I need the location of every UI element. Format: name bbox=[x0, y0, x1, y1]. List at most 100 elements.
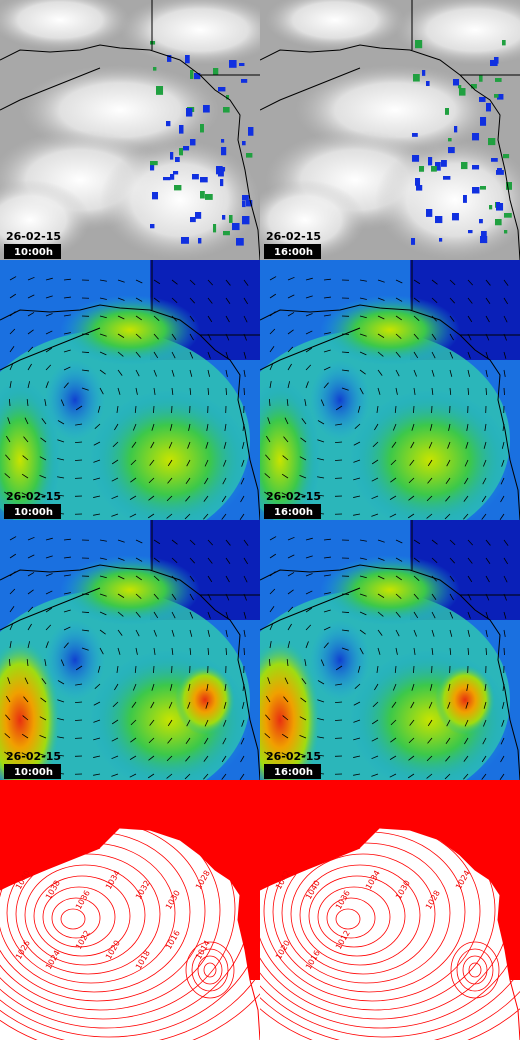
date-label: 26-02-15 bbox=[266, 750, 321, 763]
precip bbox=[213, 224, 217, 233]
wind-arrow bbox=[501, 701, 505, 709]
precip bbox=[190, 217, 196, 223]
wind-arrow bbox=[305, 537, 313, 541]
wind-arrow bbox=[467, 611, 471, 619]
wind-arrow bbox=[353, 701, 361, 706]
precip bbox=[431, 166, 437, 172]
wind-arrow bbox=[117, 315, 125, 320]
wind-arrow bbox=[371, 737, 379, 742]
wind-arrow bbox=[5, 435, 11, 443]
wind-arrow bbox=[166, 513, 173, 519]
wind-field bbox=[90, 390, 250, 520]
wind-arrow bbox=[413, 665, 415, 674]
wind-arrow bbox=[447, 701, 451, 709]
wind-arrow bbox=[114, 683, 119, 691]
wind-arrow bbox=[171, 297, 178, 304]
wind-arrow bbox=[287, 363, 292, 371]
wind-arrow bbox=[153, 333, 159, 340]
wind-arrow bbox=[207, 557, 213, 564]
wind-arrow bbox=[45, 381, 49, 389]
wind-arrow bbox=[27, 554, 35, 559]
wind-arrow bbox=[269, 536, 277, 541]
wind-arrow bbox=[111, 719, 119, 725]
wind-arrow bbox=[305, 590, 313, 595]
wind-arrow bbox=[171, 333, 177, 340]
wind-arrow bbox=[353, 477, 361, 481]
wind-arrow bbox=[464, 737, 469, 745]
precip bbox=[426, 81, 430, 87]
wind-arrow bbox=[305, 573, 313, 577]
wind-arrow bbox=[448, 683, 451, 691]
wind-arrow bbox=[4, 491, 11, 497]
precip bbox=[229, 60, 237, 68]
precip bbox=[448, 138, 452, 142]
wind-arrow bbox=[153, 557, 160, 563]
wind-arrow bbox=[281, 473, 289, 479]
isobar bbox=[468, 962, 482, 978]
wind-arrow bbox=[39, 716, 47, 721]
wind-arrow bbox=[299, 456, 307, 461]
wind-arrow bbox=[169, 683, 173, 691]
wind-arrow bbox=[135, 611, 141, 618]
wind-arrow bbox=[153, 297, 160, 303]
wind-arrow bbox=[94, 423, 101, 430]
wind-arrow bbox=[394, 405, 397, 414]
wind-arrow bbox=[45, 313, 53, 317]
wind-arrow bbox=[99, 351, 107, 356]
wind-arrow bbox=[167, 719, 173, 727]
wind-arrow bbox=[112, 701, 119, 708]
wind-arrow bbox=[27, 329, 34, 335]
wind-arrow bbox=[269, 606, 275, 613]
wind-arrow bbox=[221, 755, 227, 763]
wind-arrow bbox=[377, 315, 385, 320]
wind-arrow bbox=[117, 333, 125, 338]
wind-arrow bbox=[269, 623, 274, 631]
wind-arrow bbox=[334, 441, 343, 444]
precip bbox=[183, 146, 190, 151]
wind-arrow bbox=[305, 313, 313, 317]
wind-arrow bbox=[287, 572, 295, 577]
wind-arrow bbox=[243, 369, 246, 377]
isobar bbox=[260, 780, 520, 1038]
wind-arrow bbox=[467, 647, 470, 656]
wind-arrow bbox=[481, 773, 487, 780]
wind-arrow bbox=[243, 387, 245, 396]
wind-arrow bbox=[99, 593, 107, 597]
wind-arrow bbox=[483, 441, 487, 449]
wind-arrow bbox=[376, 405, 379, 413]
wind-arrow bbox=[187, 441, 191, 449]
wind-arrow bbox=[171, 279, 178, 285]
wind-arrow bbox=[359, 629, 366, 635]
wind-arrow bbox=[75, 423, 83, 426]
wind-arrow bbox=[431, 611, 436, 619]
wind-arrow bbox=[187, 701, 191, 709]
wind-arrow bbox=[503, 315, 508, 323]
wind-arrow bbox=[205, 441, 209, 449]
wind-arrow bbox=[374, 683, 379, 691]
isobar bbox=[33, 875, 131, 957]
wind-arrow bbox=[167, 477, 173, 484]
wind-arrow bbox=[21, 473, 29, 479]
wind-arrow bbox=[153, 665, 155, 674]
wind-arrow bbox=[413, 557, 420, 563]
wind-arrow bbox=[135, 593, 142, 599]
wind-arrow bbox=[129, 495, 137, 500]
wind-arrow bbox=[428, 701, 433, 709]
wind-arrow bbox=[431, 629, 435, 637]
wind-arrow bbox=[240, 495, 245, 503]
time-label: 10:00h bbox=[14, 767, 53, 778]
wind-arrow bbox=[446, 459, 451, 467]
wind-arrow bbox=[484, 683, 487, 691]
wind-arrow bbox=[377, 351, 384, 357]
precip bbox=[491, 158, 498, 162]
wind-arrow bbox=[267, 417, 271, 425]
wind-arrow bbox=[357, 405, 361, 413]
wind-arrow bbox=[317, 494, 325, 497]
wind-field bbox=[435, 665, 495, 735]
wind-arrow bbox=[148, 737, 155, 744]
wind-arrow bbox=[134, 665, 137, 674]
wind-arrow bbox=[225, 629, 228, 637]
precip bbox=[203, 105, 210, 113]
wind-arrow bbox=[408, 755, 415, 761]
